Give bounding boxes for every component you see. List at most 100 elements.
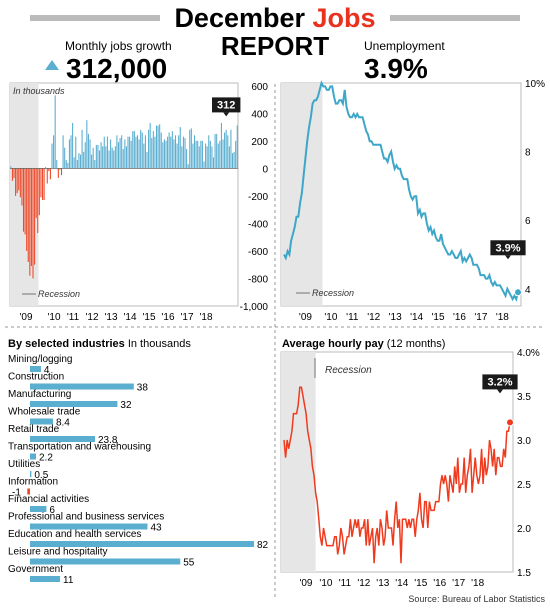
up-triangle-icon bbox=[45, 60, 59, 70]
unemployment-y-tick-label: 4 bbox=[525, 285, 531, 296]
industry-value-label: 8.4 bbox=[56, 418, 70, 429]
jobs-bar bbox=[13, 168, 15, 178]
industry-label: Mining/logging bbox=[8, 354, 73, 365]
jobs-bar bbox=[26, 168, 28, 251]
jobs-bar bbox=[45, 166, 47, 169]
industries-title: By selected industries In thousands bbox=[8, 338, 191, 350]
jobs-bar bbox=[125, 146, 127, 169]
jobs-bar bbox=[157, 125, 159, 169]
industry-value-label: 2.2 bbox=[39, 453, 53, 464]
jobs-bar bbox=[135, 136, 137, 169]
jobs-bar bbox=[143, 143, 145, 169]
wages-x-tick-label: '13 bbox=[376, 578, 389, 589]
jobs-x-tick-label: '13 bbox=[104, 312, 117, 323]
jobs-bar bbox=[57, 168, 59, 178]
industry-value-label: 43 bbox=[150, 523, 162, 534]
jobs-unit-note: In thousands bbox=[13, 86, 65, 96]
wages-y-tick-label: 3.5 bbox=[517, 392, 531, 403]
wages-x-tick-label: '14 bbox=[395, 578, 408, 589]
jobs-bar bbox=[140, 129, 142, 169]
jobs-bar bbox=[225, 129, 227, 169]
jobs-bar bbox=[79, 154, 82, 169]
unemployment-value: 3.9% bbox=[364, 53, 428, 84]
wages-title-suffix: (12 months) bbox=[387, 338, 446, 350]
jobs-bar bbox=[159, 124, 161, 169]
jobs-bar bbox=[75, 136, 77, 169]
jobs-bar bbox=[149, 122, 151, 169]
wages-callout-box bbox=[482, 374, 518, 390]
jobs-y-tick-label: -200 bbox=[248, 192, 268, 203]
jobs-bar bbox=[21, 168, 23, 206]
jobs-bar bbox=[105, 146, 107, 169]
wages-x-tick-label: '17 bbox=[452, 578, 465, 589]
jobs-bar bbox=[227, 135, 229, 169]
jobs-y-tick-label: 600 bbox=[251, 82, 268, 93]
jobs-x-tick-label: '14 bbox=[123, 312, 136, 323]
jobs-bar bbox=[35, 168, 37, 218]
jobs-bar bbox=[216, 133, 218, 169]
wages-last-point bbox=[506, 418, 514, 427]
jobs-y-tick-label: -400 bbox=[248, 219, 268, 230]
jobs-bar bbox=[100, 142, 102, 169]
industry-label: Utilities bbox=[8, 459, 40, 470]
unemployment-x-tick-label: '15 bbox=[432, 312, 445, 323]
jobs-plot-frame bbox=[9, 82, 239, 307]
jobs-callout-label: 312 bbox=[217, 99, 235, 111]
jobs-bar bbox=[19, 168, 21, 198]
jobs-bar bbox=[76, 160, 78, 169]
wages-y-tick-label: 3.0 bbox=[517, 436, 531, 447]
jobs-bar bbox=[170, 136, 172, 169]
jobs-bar bbox=[72, 122, 74, 169]
unemployment-x-tick-label: '11 bbox=[346, 312, 359, 323]
unemployment-x-tick-label: '16 bbox=[453, 312, 466, 323]
unemployment-recession-label: Recession bbox=[312, 288, 354, 298]
jobs-bar bbox=[201, 140, 203, 169]
jobs-bar bbox=[222, 139, 224, 169]
industry-value-label: 32 bbox=[120, 400, 132, 411]
jobs-bar bbox=[136, 135, 139, 169]
unemployment-label: Unemployment bbox=[364, 39, 445, 53]
industry-bar bbox=[30, 418, 53, 425]
jobs-x-tick-label: '16 bbox=[161, 312, 174, 323]
jobs-bar bbox=[18, 168, 20, 191]
jobs-bar bbox=[95, 144, 97, 169]
jobs-bar bbox=[98, 150, 101, 169]
industry-value-label: -1 bbox=[12, 488, 21, 499]
industry-bar bbox=[30, 506, 47, 512]
jobs-bar bbox=[49, 168, 51, 180]
jobs-bar bbox=[144, 135, 146, 169]
wages-callout-pointer bbox=[497, 389, 503, 394]
jobs-bar bbox=[113, 150, 115, 169]
industry-label: Leisure and hospitality bbox=[8, 547, 108, 558]
jobs-bar bbox=[151, 138, 153, 169]
jobs-x-tick-label: '12 bbox=[85, 312, 98, 323]
jobs-bar bbox=[48, 168, 50, 172]
wages-x-tick-label: '16 bbox=[433, 578, 446, 589]
jobs-bar bbox=[155, 125, 158, 169]
jobs-bar bbox=[10, 166, 12, 169]
jobs-y-tick-label: 200 bbox=[251, 137, 268, 148]
jobs-x-tick-label: '18 bbox=[199, 312, 212, 323]
jobs-y-tick-label: -1,000 bbox=[240, 302, 269, 313]
industry-label: Information bbox=[8, 477, 58, 488]
jobs-recession-label: Recession bbox=[38, 289, 80, 299]
industry-label: Transportation and warehousing bbox=[8, 442, 151, 453]
jobs-bar bbox=[230, 129, 232, 169]
industry-bar bbox=[30, 453, 37, 460]
jobs-bar bbox=[189, 129, 191, 169]
wages-callout-label: 3.2% bbox=[487, 376, 512, 388]
jobs-bar bbox=[219, 140, 221, 169]
wages-x-tick-label: '09 bbox=[299, 578, 312, 589]
industries-unit-note: In thousands bbox=[128, 338, 191, 350]
jobs-bar bbox=[130, 140, 132, 169]
wages-recession-band bbox=[281, 352, 316, 572]
jobs-bar bbox=[165, 140, 167, 169]
jobs-bar bbox=[24, 168, 26, 235]
jobs-x-tick-label: '10 bbox=[47, 312, 60, 323]
jobs-callout-box bbox=[212, 97, 241, 113]
jobs-y-tick-label: -800 bbox=[248, 274, 268, 285]
jobs-bar bbox=[184, 138, 186, 169]
jobs-bar bbox=[141, 132, 143, 169]
unemployment-chart: 3.9% Recession 10% 8 6 4 '09 '10 '11 '12 '13 '14 '15… bbox=[280, 79, 545, 323]
